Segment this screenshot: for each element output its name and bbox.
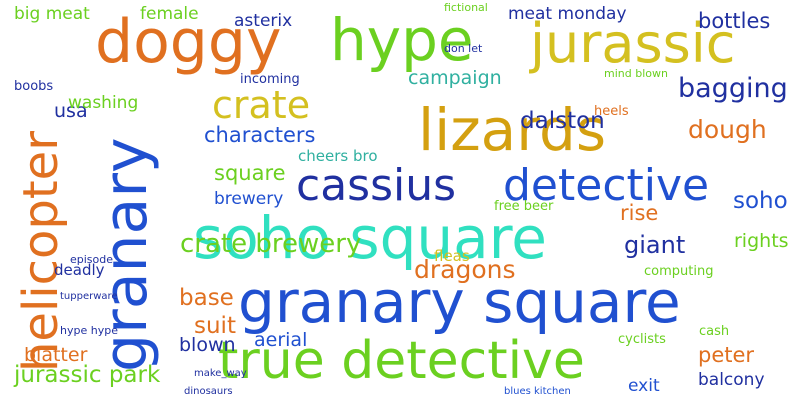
word: rights bbox=[734, 230, 789, 252]
word: cash bbox=[699, 324, 729, 339]
word: suit bbox=[194, 313, 236, 339]
word: cyclists bbox=[618, 332, 666, 347]
word: boobs bbox=[14, 79, 53, 94]
word: blues kitchen bbox=[504, 386, 571, 397]
word: asterix bbox=[234, 11, 292, 31]
word: soho bbox=[733, 188, 788, 214]
word: heels bbox=[594, 104, 629, 119]
word: dinosaurs bbox=[184, 386, 233, 397]
word: usa bbox=[54, 100, 88, 122]
word: exit bbox=[628, 376, 660, 396]
word: dragons bbox=[414, 255, 516, 284]
word: bagging bbox=[678, 73, 788, 104]
word: rise bbox=[620, 201, 658, 225]
word: meat monday bbox=[508, 4, 627, 24]
word: detective bbox=[503, 160, 709, 211]
word: brewery bbox=[214, 189, 283, 209]
word: mind blown bbox=[604, 67, 668, 80]
word: crate brewery bbox=[180, 229, 361, 259]
word: granary bbox=[91, 138, 161, 373]
word: dalston bbox=[520, 108, 605, 134]
word: big meat bbox=[14, 4, 90, 24]
word: campaign bbox=[408, 67, 502, 89]
word: square bbox=[214, 161, 286, 185]
word: make_way bbox=[194, 368, 247, 379]
word: hype bbox=[330, 6, 474, 74]
word: crate bbox=[212, 83, 310, 127]
word: soho square bbox=[193, 204, 547, 272]
word: balcony bbox=[698, 370, 765, 390]
word: base bbox=[179, 285, 234, 311]
word: lizards bbox=[418, 96, 606, 164]
word: incoming bbox=[240, 72, 300, 87]
word: giant bbox=[624, 231, 685, 259]
word: peter bbox=[698, 343, 754, 367]
word: female bbox=[140, 4, 199, 24]
word: hype hype bbox=[60, 324, 118, 337]
word: bottles bbox=[698, 9, 770, 33]
word: deadly bbox=[54, 261, 105, 279]
word: cassius bbox=[296, 160, 456, 211]
word: blown bbox=[179, 334, 236, 356]
word: washing bbox=[68, 93, 138, 113]
word: true detective bbox=[218, 331, 585, 391]
word: free beer bbox=[494, 199, 554, 214]
word: blatter bbox=[24, 344, 88, 366]
word: doggy bbox=[95, 7, 281, 77]
word: jurassic bbox=[529, 12, 735, 75]
word: aerial bbox=[254, 329, 307, 351]
word: dough bbox=[688, 115, 767, 144]
word: fleas bbox=[434, 247, 470, 265]
word: computing bbox=[644, 264, 713, 279]
word: cheers bro bbox=[298, 147, 378, 165]
word: characters bbox=[204, 123, 316, 147]
word: don let bbox=[444, 42, 483, 55]
word: helicopter bbox=[13, 131, 69, 372]
word: granary square bbox=[238, 268, 681, 336]
word: fictional bbox=[444, 1, 488, 14]
word: jurassic park bbox=[13, 362, 161, 388]
word: episode bbox=[70, 253, 113, 266]
word: tupperware bbox=[60, 291, 118, 302]
